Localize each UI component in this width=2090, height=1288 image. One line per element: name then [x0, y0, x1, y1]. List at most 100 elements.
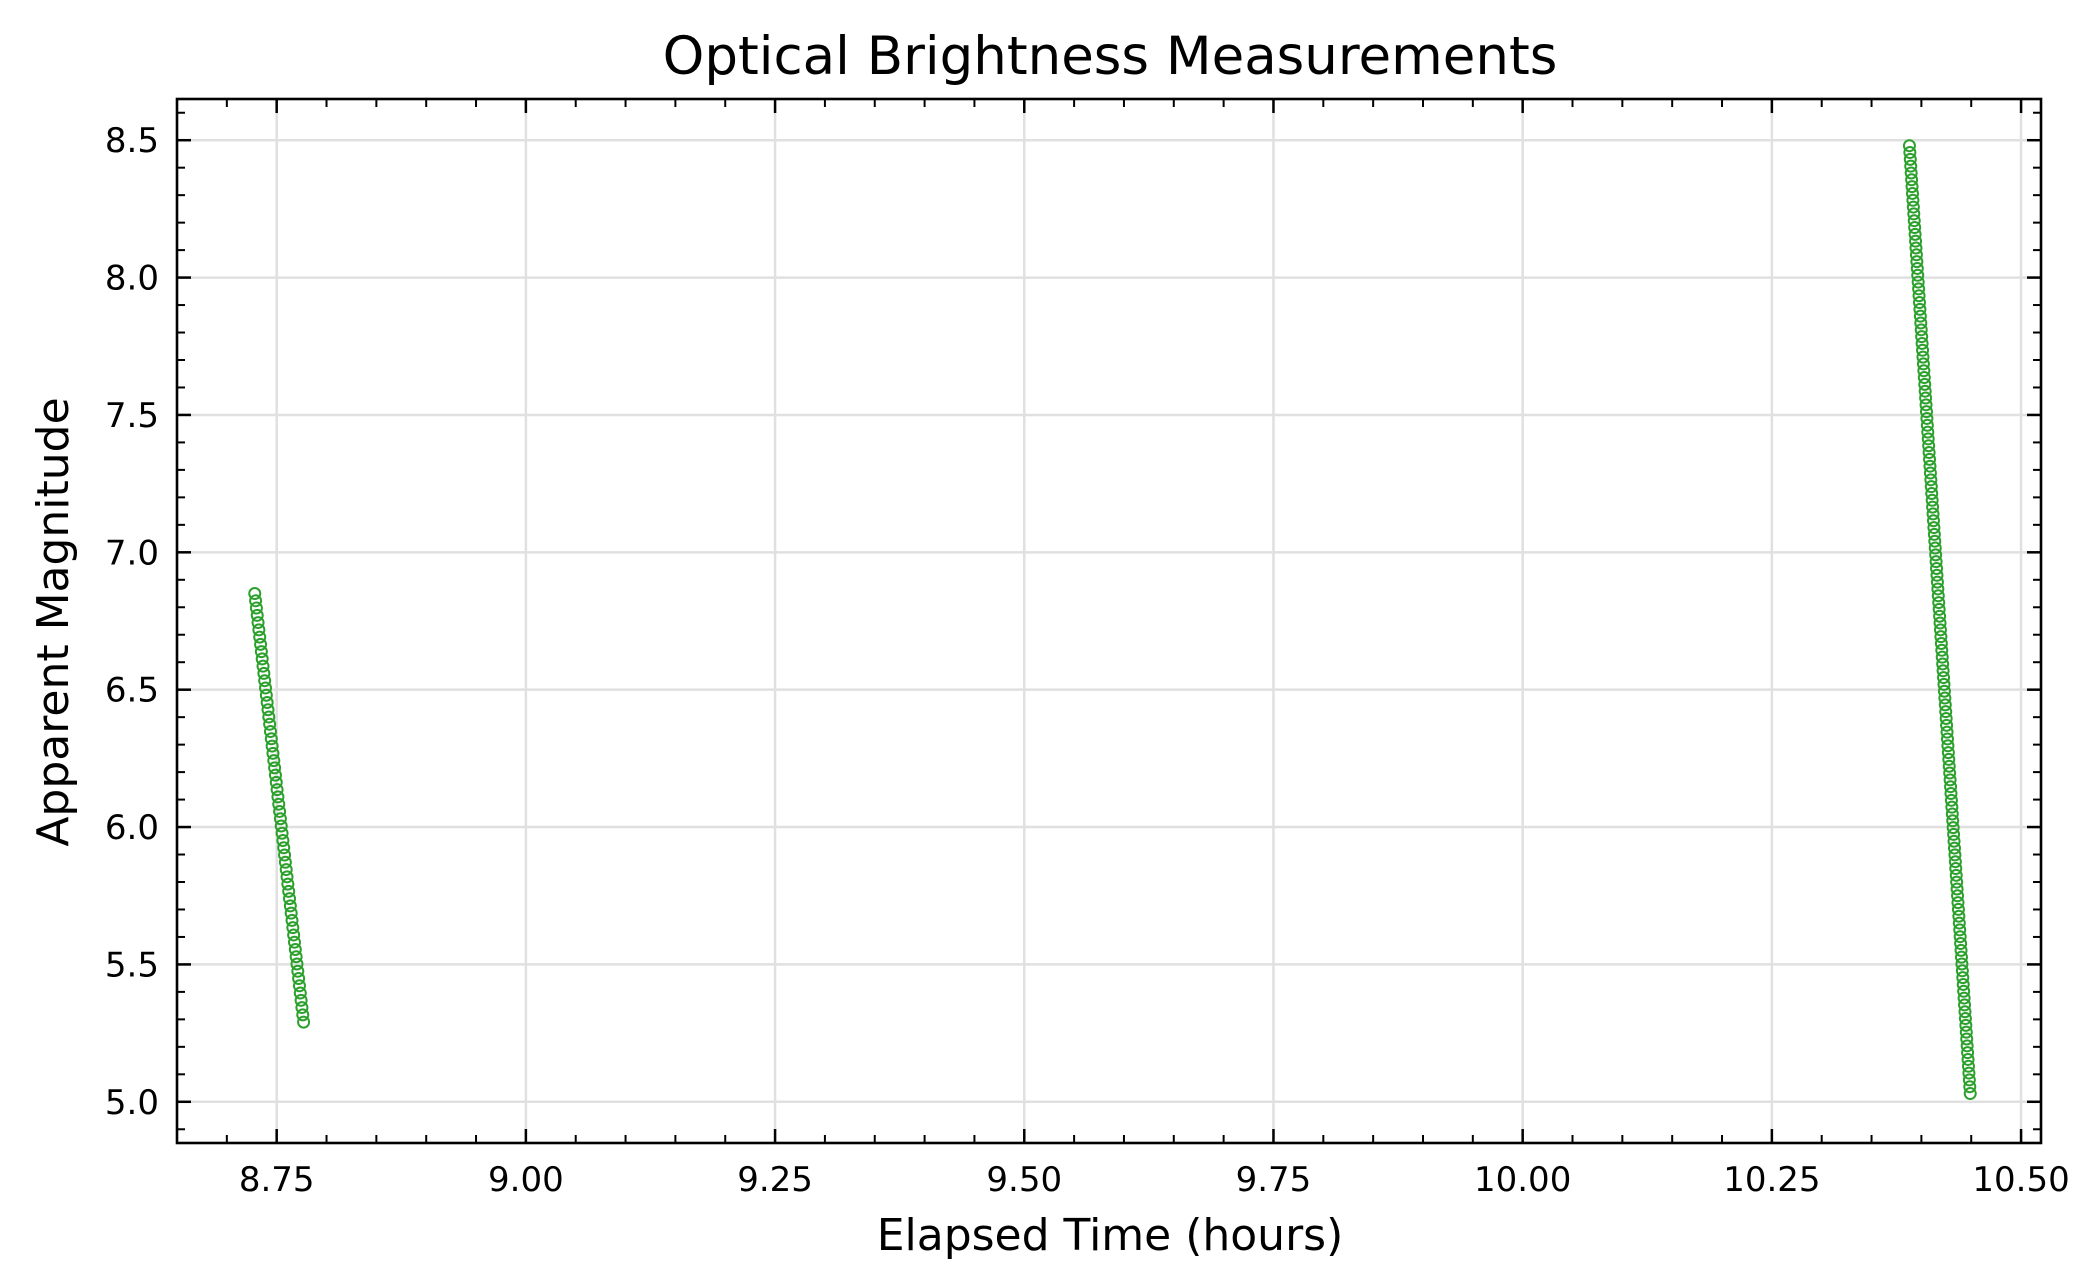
- data-point: [262, 710, 276, 724]
- data-point: [287, 935, 301, 949]
- data-point: [1959, 1018, 1973, 1032]
- data-point: [271, 790, 285, 804]
- y-tick-label: 8.5: [105, 121, 159, 161]
- data-point: [1910, 261, 1924, 275]
- data-point: [1905, 186, 1919, 200]
- data-point: [1960, 1039, 1974, 1053]
- data-point: [1937, 684, 1951, 698]
- data-point: [275, 826, 289, 840]
- x-tick-label: 10.25: [1723, 1160, 1820, 1200]
- data-point: [257, 666, 271, 680]
- data-point: [1913, 309, 1927, 323]
- data-point: [1948, 848, 1962, 862]
- data-point: [278, 855, 292, 869]
- data-point: [278, 848, 292, 862]
- data-point: [284, 906, 298, 920]
- data-point: [1905, 173, 1919, 187]
- data-point: [277, 841, 291, 855]
- data-point: [1905, 180, 1919, 194]
- data-point: [1921, 432, 1935, 446]
- data-point: [1957, 984, 1971, 998]
- data-point: [1961, 1046, 1975, 1060]
- data-point: [1960, 1032, 1974, 1046]
- x-tick-label: 9.00: [488, 1160, 564, 1200]
- data-point: [268, 768, 282, 782]
- data-point: [1923, 459, 1937, 473]
- data-point: [296, 1008, 310, 1022]
- data-point: [1940, 732, 1954, 746]
- data-point: [1908, 227, 1922, 241]
- data-point: [1907, 207, 1921, 221]
- data-point: [270, 783, 284, 797]
- x-tick-label: 8.75: [239, 1160, 315, 1200]
- data-point: [1930, 568, 1944, 582]
- data-point: [1912, 289, 1926, 303]
- data-point: [1916, 350, 1930, 364]
- data-point: [1937, 677, 1951, 691]
- data-point: [1952, 909, 1966, 923]
- data-point: [1959, 1025, 1973, 1039]
- data-point: [263, 725, 277, 739]
- data-point: [1919, 405, 1933, 419]
- data-point: [1958, 1005, 1972, 1019]
- data-point: [1924, 480, 1938, 494]
- data-point: [1961, 1059, 1975, 1073]
- data-point: [281, 877, 295, 891]
- data-point: [250, 608, 264, 622]
- data-point: [276, 834, 290, 848]
- data-point: [1922, 439, 1936, 453]
- data-point: [254, 637, 268, 651]
- data-point: [256, 659, 270, 673]
- data-point: [1957, 991, 1971, 1005]
- data-point: [292, 979, 306, 993]
- data-point: [1931, 589, 1945, 603]
- data-point: [1947, 834, 1961, 848]
- data-point: [292, 972, 306, 986]
- y-tick-label: 5.5: [105, 945, 159, 985]
- data-point: [273, 812, 287, 826]
- data-point: [269, 775, 283, 789]
- x-axis-label: Elapsed Time (hours): [877, 1210, 1344, 1261]
- y-tick-label: 5.0: [105, 1083, 159, 1123]
- data-point: [1916, 357, 1930, 371]
- tick-labels: 8.75 9.00 9.25 9.50 9.75 10.00 10.25 10.50 5.0 5.…: [105, 121, 2070, 1200]
- data-point: [1944, 793, 1958, 807]
- data-point: [291, 964, 305, 978]
- plot-frame: [175, 97, 2043, 1145]
- data-point: [1956, 977, 1970, 991]
- data-point: [1933, 609, 1947, 623]
- data-point: [1954, 950, 1968, 964]
- data-point: [1953, 923, 1967, 937]
- data-point: [1925, 493, 1939, 507]
- data-point: [1945, 800, 1959, 814]
- data-point: [261, 703, 275, 717]
- data-point: [1931, 582, 1945, 596]
- data-point: [1903, 152, 1917, 166]
- data-point: [1913, 302, 1927, 316]
- data-point: [297, 1015, 311, 1029]
- data-point: [1907, 214, 1921, 228]
- data-point: [1926, 500, 1940, 514]
- data-point: [1928, 541, 1942, 555]
- data-point: [1932, 602, 1946, 616]
- data-point: [268, 761, 282, 775]
- data-point: [1955, 964, 1969, 978]
- data-point: [258, 674, 272, 688]
- data-point: [1944, 787, 1958, 801]
- data-point: [1938, 698, 1952, 712]
- data-point: [1926, 507, 1940, 521]
- data-point: [1954, 943, 1968, 957]
- data-point: [1911, 268, 1925, 282]
- data-point: [1949, 862, 1963, 876]
- data-point: [260, 695, 274, 709]
- data-point: [1916, 343, 1930, 357]
- data-point: [1919, 391, 1933, 405]
- data-point: [248, 587, 262, 601]
- data-point: [1950, 882, 1964, 896]
- data-point: [1935, 643, 1949, 657]
- data-point: [1939, 705, 1953, 719]
- data-point: [1919, 398, 1933, 412]
- data-point: [1920, 418, 1934, 432]
- x-tick-label: 10.00: [1474, 1160, 1571, 1200]
